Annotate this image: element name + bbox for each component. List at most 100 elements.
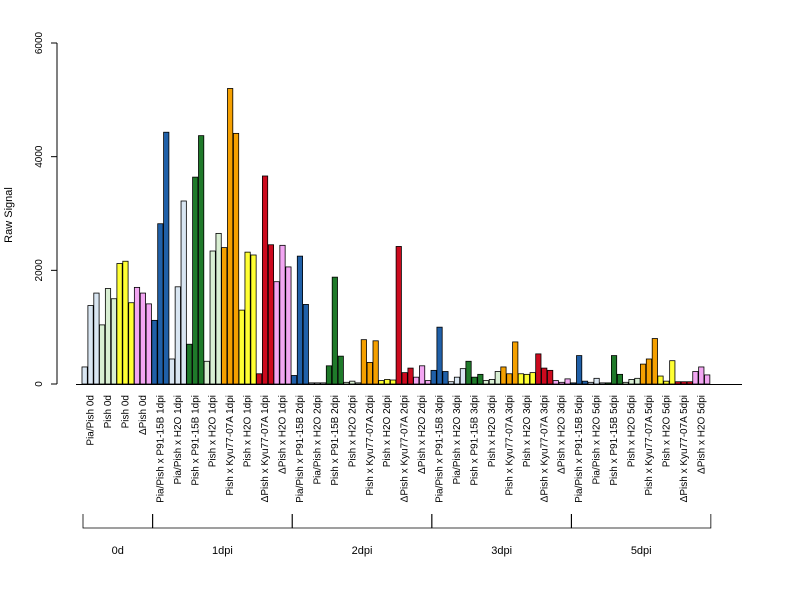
group-label: 0d: [112, 545, 124, 557]
bar: [290, 375, 298, 385]
bar: [436, 326, 443, 385]
bar: [424, 380, 432, 385]
x-tick-label: Pish x H2O 1dpi: [243, 395, 254, 467]
x-tick-label: ΔPish 0d: [138, 395, 149, 435]
bar: [459, 368, 466, 385]
bar: [198, 135, 205, 385]
x-tick-label: Pish 0d: [120, 395, 131, 428]
bar: [657, 375, 664, 385]
bar: [680, 381, 687, 385]
y-tick-label: 4000: [34, 145, 45, 168]
bar: [314, 382, 321, 385]
group-bracket: [571, 514, 712, 529]
bar: [104, 288, 112, 385]
bar: [168, 358, 175, 385]
bar: [145, 303, 152, 385]
x-tick-label: Pia/Pish x H2O 1dpi: [173, 395, 184, 485]
bar: [360, 339, 367, 385]
bar: [704, 374, 711, 385]
bar: [576, 355, 583, 385]
bar: [686, 381, 693, 385]
group-bracket: [292, 514, 433, 529]
bar: [395, 246, 402, 385]
bar: [407, 367, 414, 385]
group-label: 2dpi: [352, 545, 373, 557]
bar: [81, 366, 88, 385]
bar: [116, 263, 123, 385]
bar: [599, 382, 606, 385]
bar: [227, 88, 234, 385]
bar: [564, 378, 571, 385]
bar: [180, 200, 187, 385]
group-label: 1dpi: [212, 545, 233, 557]
bar: [500, 366, 507, 385]
x-tick-label: ΔPish x H2O 1dpi: [278, 395, 289, 474]
bar: [547, 369, 554, 385]
bar: [128, 302, 135, 385]
bar: [419, 365, 426, 385]
x-tick-label: Pish x H2O 5dpi: [661, 395, 672, 467]
bar: [506, 373, 513, 385]
x-tick-label: Pish x Kyu77-07A 5dpi: [644, 395, 655, 496]
x-tick-label: ΔPish x Kyu77-07A 3dpi: [539, 395, 550, 502]
x-tick-label: Pia/Pish x P91-15B 2dpi: [295, 395, 306, 503]
x-tick-label: Pish x H2O 2dpi: [347, 395, 358, 467]
bar: [401, 372, 408, 385]
y-tick-label: 2000: [34, 259, 45, 282]
bar: [663, 380, 670, 385]
x-tick-label: Pish x Kyu77-07A 1dpi: [225, 395, 236, 496]
bar: [302, 304, 309, 385]
bar: [256, 373, 263, 385]
x-tick-label: ΔPish x Kyu77-07A 5dpi: [679, 395, 690, 502]
bar: [582, 380, 589, 385]
bar: [209, 250, 216, 385]
x-tick-label: Pish x H2O 2dpi: [382, 395, 393, 467]
bar: [296, 255, 303, 385]
bar: [139, 292, 146, 385]
x-tick-label: Pia/Pish x P91-15B 1dpi: [155, 395, 166, 503]
x-tick-label: ΔPish x H2O 2dpi: [417, 395, 428, 474]
bar: [99, 324, 106, 385]
bar: [552, 380, 559, 385]
bar: [110, 298, 117, 385]
y-axis: 0 2000 4000 6000: [34, 31, 58, 387]
bar: [244, 251, 251, 385]
x-tick-label: Pish x P91-15B 1dpi: [190, 395, 201, 486]
bar: [611, 355, 618, 385]
bar: [605, 382, 612, 385]
bar: [378, 380, 385, 385]
bar: [343, 381, 350, 385]
bar: [337, 355, 344, 385]
bar: [93, 292, 100, 385]
bar: [558, 381, 565, 385]
bar: [640, 363, 647, 385]
bar: [587, 381, 594, 385]
x-tick-label: Pia/Pish x H2O 2dpi: [312, 395, 323, 485]
bar: [308, 382, 315, 385]
x-tick-label: Pish x H2O 1dpi: [208, 395, 219, 467]
bar: [372, 340, 379, 385]
bar: [215, 232, 222, 385]
x-tick-label: Pia/Pish x P91-15B 3dpi: [435, 395, 446, 503]
bar: [413, 376, 420, 385]
x-tick-label: ΔPish x Kyu77-07A 1dpi: [260, 395, 271, 502]
x-tick-label: ΔPish x Kyu77-07A 2dpi: [400, 395, 411, 502]
group-bracket: [82, 514, 153, 529]
bar: [482, 380, 490, 385]
bar: [250, 254, 257, 385]
bar: [273, 281, 280, 385]
bar: [232, 132, 240, 385]
bar: [174, 286, 181, 385]
bar: [622, 381, 629, 385]
bar: [384, 379, 391, 385]
bar: [488, 379, 495, 385]
y-tick-label: 6000: [34, 31, 45, 54]
x-tick-label: Pish x P91-15B 3dpi: [469, 395, 480, 486]
bar: [285, 266, 292, 385]
x-tick-label: Pish x H2O 3dpi: [522, 395, 533, 467]
bar: [442, 371, 449, 385]
bar: [669, 360, 676, 385]
bar: [355, 382, 362, 385]
